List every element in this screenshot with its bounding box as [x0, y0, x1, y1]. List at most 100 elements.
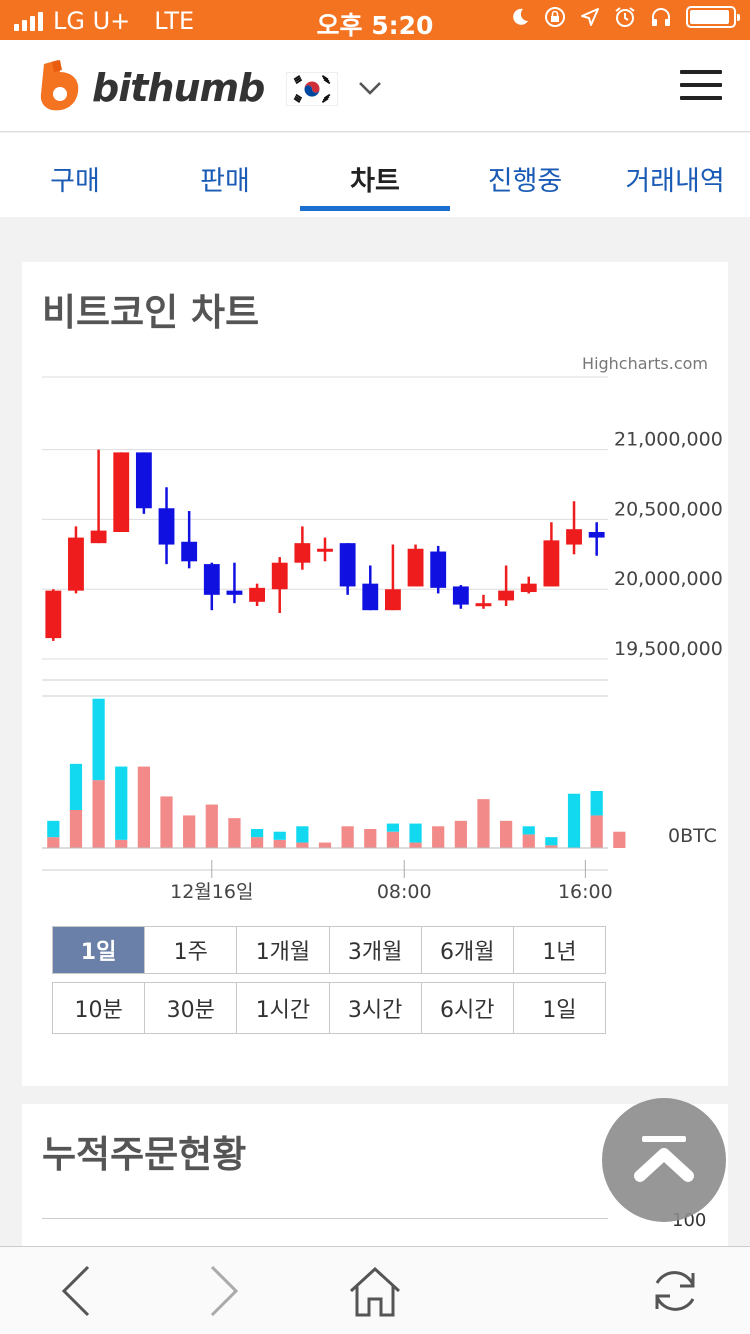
x-tick-label: 12월16일: [170, 881, 253, 903]
candle-body: [45, 590, 62, 639]
volume-bar-up: [500, 820, 513, 848]
period-button-3m[interactable]: 3개월: [330, 927, 422, 973]
candle-body: [520, 583, 537, 593]
volume-bar-down: [273, 831, 286, 840]
volume-bar-down: [296, 826, 309, 843]
candle-body: [452, 586, 469, 605]
interval-button-1h[interactable]: 1시간: [237, 983, 330, 1033]
volume-bar-down: [69, 763, 83, 810]
scroll-to-top-icon: [634, 1136, 694, 1182]
volume-bar-up: [47, 837, 60, 848]
volume-bar-up: [205, 804, 218, 848]
candle-body: [498, 590, 515, 601]
volume-bar-up: [545, 845, 558, 848]
signal-bars-icon: [14, 11, 43, 31]
volume-bar-up: [341, 826, 354, 848]
period-buttons-long: 1일 1주 1개월 3개월 6개월 1년: [52, 926, 606, 974]
volume-bar-up: [364, 829, 377, 848]
alarm-icon: [615, 7, 635, 27]
chart-credit[interactable]: Highcharts.com: [582, 354, 708, 373]
app-header: bithumb: [0, 40, 750, 132]
volume-bar-up: [432, 826, 445, 848]
candle-body: [249, 587, 266, 602]
order-card-title: 누적주문현황: [42, 1133, 247, 1176]
volume-bar-down: [409, 823, 422, 843]
y-tick-label: 19,500,000: [614, 638, 723, 660]
battery-icon: [686, 6, 740, 28]
volume-bar-down: [47, 820, 60, 838]
chart-card: 비트코인 차트 Highcharts.com 21,000,000 20,500,…: [22, 262, 728, 1086]
volume-bar-up: [386, 831, 400, 848]
network-type: LTE: [154, 7, 195, 35]
refresh-icon[interactable]: [645, 1261, 705, 1321]
candle-body: [384, 589, 401, 611]
carrier-group: LG U+ LTE: [14, 7, 194, 35]
interval-button-10min[interactable]: 10분: [53, 983, 146, 1033]
candle-body: [226, 590, 243, 595]
volume-bar-up: [522, 834, 535, 848]
bithumb-logo-icon[interactable]: [38, 58, 82, 114]
chevron-down-icon[interactable]: [358, 78, 382, 98]
status-bar: LG U+ LTE 오후 5:20: [0, 0, 750, 40]
period-button-1m[interactable]: 1개월: [237, 927, 330, 973]
interval-button-3h[interactable]: 3시간: [330, 983, 422, 1033]
candle-body: [317, 548, 333, 552]
volume-bar-down: [115, 766, 128, 840]
carrier-name: LG U+: [53, 7, 131, 35]
candle-body: [475, 603, 492, 607]
volume-bar-up: [273, 839, 286, 848]
volume-bar-down: [92, 698, 105, 781]
volume-bar-down: [522, 826, 535, 835]
tab-in-progress[interactable]: 진행중: [487, 166, 563, 197]
chart-card-title: 비트코인 차트: [42, 291, 260, 334]
tab-buy[interactable]: 구매: [50, 166, 100, 197]
forward-arrow-icon[interactable]: [194, 1261, 254, 1321]
tab-sell[interactable]: 판매: [200, 166, 250, 197]
brand-name[interactable]: bithumb: [92, 66, 265, 110]
browser-toolbar: [0, 1246, 750, 1334]
volume-bar-up: [69, 810, 83, 848]
volume-bar-up: [160, 796, 173, 848]
period-button-1w[interactable]: 1주: [145, 927, 238, 973]
volume-bar-up: [296, 842, 309, 848]
volume-bar-up: [92, 780, 105, 848]
candlestick-chart[interactable]: 21,000,000 20,500,000 20,000,000 19,500,000…: [22, 262, 728, 912]
hamburger-menu-icon[interactable]: [680, 70, 722, 100]
volume-bar-up: [115, 839, 128, 848]
rotation-lock-icon: [545, 7, 565, 27]
period-buttons-short: 10분 30분 1시간 3시간 6시간 1일: [52, 982, 606, 1034]
period-button-1d[interactable]: 1일: [53, 927, 146, 973]
volume-axis-label: 0BTC: [668, 825, 717, 847]
volume-bar-up: [590, 815, 603, 848]
korea-flag-icon[interactable]: [286, 72, 338, 106]
interval-button-6h[interactable]: 6시간: [422, 983, 514, 1033]
candle-body: [90, 530, 107, 544]
candle-body: [271, 562, 288, 590]
candle-body: [203, 564, 220, 595]
candle-body: [113, 452, 130, 532]
volume-bar-up: [454, 820, 467, 848]
tab-trade-history[interactable]: 거래내역: [625, 166, 725, 197]
home-icon[interactable]: [345, 1261, 405, 1321]
y-tick-label: 21,000,000: [614, 429, 723, 451]
location-arrow-icon: [581, 8, 599, 26]
candle-body: [181, 541, 198, 562]
volume-bar-up: [318, 842, 332, 848]
interval-button-1d[interactable]: 1일: [542, 998, 577, 1023]
volume-bar-up: [250, 837, 264, 848]
period-button-6m[interactable]: 6개월: [422, 927, 514, 973]
volume-bar-down: [545, 837, 558, 846]
back-arrow-icon[interactable]: [46, 1261, 106, 1321]
volume-bar-up: [228, 818, 241, 848]
volume-bar-down: [567, 793, 581, 848]
interval-button-30min[interactable]: 30분: [145, 983, 238, 1033]
tab-chart[interactable]: 차트: [300, 133, 450, 217]
y-tick-label: 20,500,000: [614, 498, 723, 520]
period-button-1y[interactable]: 1년: [542, 940, 577, 965]
moon-icon: [513, 8, 528, 25]
candle-body: [588, 531, 605, 538]
scroll-to-top-button[interactable]: [602, 1098, 726, 1222]
volume-bar-down: [386, 823, 400, 832]
candle-body: [294, 543, 311, 563]
candle-body: [68, 537, 84, 591]
